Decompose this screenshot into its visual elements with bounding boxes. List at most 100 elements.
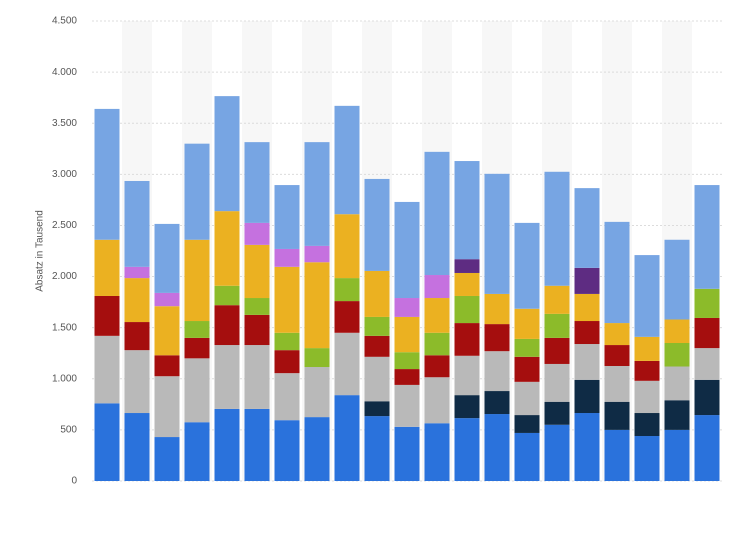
y-tick-label: 2.500 (52, 220, 77, 231)
bar-segment (334, 301, 360, 333)
bar-segment (454, 259, 480, 273)
bar-segment (124, 350, 150, 414)
bar-segment (124, 266, 150, 279)
bar-segment (574, 321, 600, 345)
bar-segment (634, 436, 660, 481)
bar-segment (334, 105, 360, 215)
y-axis-label: Absatz in Tausend (35, 210, 46, 292)
bar-segment (184, 143, 210, 240)
bar-segment (214, 211, 240, 286)
bar-segment (364, 178, 390, 271)
bar-segment (484, 391, 510, 415)
bar-segment (544, 171, 570, 286)
bar-segment (604, 429, 630, 481)
bar-segment (634, 255, 660, 337)
bar-segment (514, 308, 540, 339)
bar-segment (304, 142, 330, 246)
bar-segment (154, 306, 180, 356)
bar-segment (574, 379, 600, 414)
bar-segment (394, 316, 420, 353)
bar-segment (604, 323, 630, 346)
bar-segment (484, 173, 510, 294)
bar-segment (604, 401, 630, 430)
bar-segment (514, 338, 540, 357)
bar-segment (184, 358, 210, 423)
bar-segment (274, 332, 300, 351)
bar-segment (304, 245, 330, 263)
bar-segment (244, 142, 270, 223)
bar-segment (94, 239, 120, 296)
bar-segment (154, 437, 180, 481)
bar-segment (544, 424, 570, 481)
bar-segment (424, 377, 450, 424)
bar-segment (364, 335, 390, 357)
bar-segment (334, 278, 360, 302)
y-tick-label: 1.000 (52, 373, 77, 384)
bar-segment (694, 348, 720, 380)
bar-segment (634, 360, 660, 381)
y-tick-label: 4.500 (52, 16, 77, 27)
bar-segment (424, 151, 450, 276)
bar-segment (124, 180, 150, 267)
bar-segment (694, 185, 720, 289)
y-tick-label: 0 (71, 476, 77, 487)
bar-segment (94, 108, 120, 240)
bar-segment (364, 416, 390, 481)
bar-segment (694, 317, 720, 349)
bar-segment (274, 420, 300, 481)
bar-segment (154, 376, 180, 438)
bar-segment (454, 323, 480, 356)
bar-segment (364, 316, 390, 336)
bar-segment (574, 344, 600, 380)
bar-segment (394, 384, 420, 427)
bar-segment (664, 319, 690, 343)
bar-segment (244, 298, 270, 315)
bar-segment (244, 244, 270, 299)
bar-segment (664, 400, 690, 430)
y-tick-label: 500 (60, 425, 77, 436)
bar-segment (394, 298, 420, 317)
bar-segment (214, 408, 240, 481)
bar-segment (454, 295, 480, 324)
bar-segment (664, 366, 690, 401)
bar-segment (454, 161, 480, 260)
bar-segment (634, 336, 660, 361)
bar-segment (424, 275, 450, 299)
bar-segment (634, 413, 660, 437)
bar-segment (484, 324, 510, 352)
y-tick-label: 3.500 (52, 118, 77, 129)
bar-segment (514, 222, 540, 309)
bar-segment (214, 96, 240, 212)
bar-segment (544, 401, 570, 425)
bar-segment (544, 285, 570, 314)
y-tick-label: 4.000 (52, 67, 77, 78)
bar-segment (514, 415, 540, 433)
bar-segment (274, 373, 300, 421)
bar-segment (694, 288, 720, 318)
bar-segment (544, 337, 570, 364)
bar-segment (484, 293, 510, 325)
bar-segment (94, 335, 120, 404)
bar-segment (454, 272, 480, 296)
bar-segment (484, 414, 510, 481)
bar-segment (574, 267, 600, 294)
bar-segment (484, 351, 510, 392)
bar-segment (574, 293, 600, 322)
bar-segment (94, 295, 120, 336)
bar-segment (514, 381, 540, 416)
bar-segment (94, 403, 120, 481)
bar-segment (334, 332, 360, 396)
bar-segment (604, 221, 630, 324)
bar-segment (514, 432, 540, 481)
bar-segment (424, 355, 450, 378)
bar-segment (364, 270, 390, 317)
bar-segment (364, 401, 390, 417)
bar-segment (544, 363, 570, 402)
bar-segment (424, 423, 450, 481)
bar-segment (154, 292, 180, 307)
bar-segment (184, 422, 210, 481)
bar-segment (154, 223, 180, 293)
bar-segment (274, 266, 300, 333)
bar-segment (304, 367, 330, 418)
